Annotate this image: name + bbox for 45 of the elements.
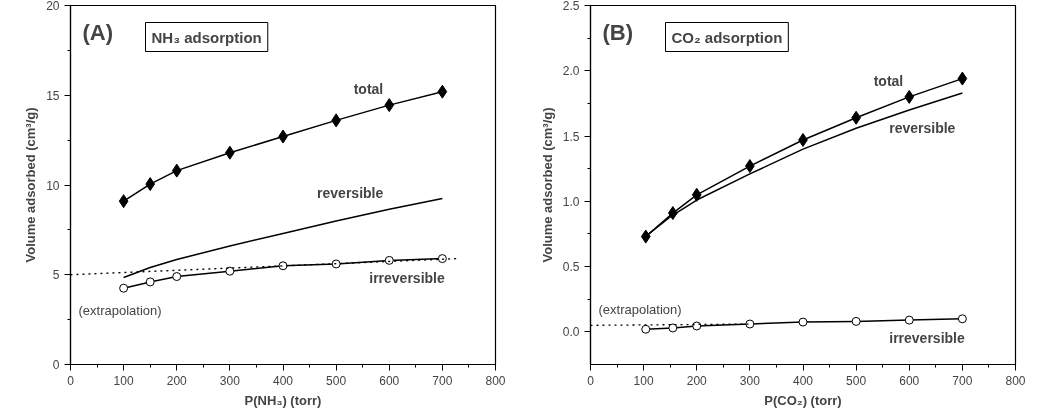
x-tick-label: 400 xyxy=(272,373,294,388)
y-tick-label: 0.5 xyxy=(562,260,580,275)
series-label: total xyxy=(353,81,384,98)
y-axis-title: Volume adsorbed (cm³/g) xyxy=(539,107,555,263)
x-tick-label: 200 xyxy=(686,373,708,388)
y-tick-label: 1.0 xyxy=(562,194,580,209)
x-axis-title: P(NH₃) (torr) xyxy=(244,392,322,408)
y-tick-label: 10 xyxy=(46,178,60,193)
x-tick-label: 400 xyxy=(792,373,814,388)
x-tick-label: 700 xyxy=(952,373,973,388)
x-tick-label: 0 xyxy=(587,373,595,388)
x-tick-label: 600 xyxy=(379,373,400,388)
x-tick-label: 500 xyxy=(326,373,347,388)
y-tick-label: 0.0 xyxy=(562,325,580,340)
series-label: reversible xyxy=(317,185,384,202)
text: (B) xyxy=(602,19,634,45)
x-tick-label: 500 xyxy=(846,373,867,388)
series-label: reversible xyxy=(889,119,956,136)
text: CO₂ adsorption xyxy=(671,28,783,46)
series-label: total xyxy=(873,72,904,89)
x-tick-label: 800 xyxy=(1005,373,1026,388)
text: NH₃ adsorption xyxy=(151,28,262,46)
y-tick-label: 1.5 xyxy=(562,129,580,144)
series-label: irreversible xyxy=(889,330,965,347)
x-tick-label: 300 xyxy=(219,373,241,388)
y-tick-label: 20 xyxy=(46,0,60,13)
y-tick-label: 2.0 xyxy=(562,64,580,79)
x-axis-title: P(CO₂) (torr) xyxy=(764,392,842,408)
x-tick-label: 200 xyxy=(166,373,188,388)
y-axis-title: Volume adsorbed (cm³/g) xyxy=(23,107,39,263)
annotation: (extrapolation) xyxy=(598,302,682,318)
y-tick-label: 15 xyxy=(46,88,60,103)
annotation: (extrapolation) xyxy=(78,302,162,318)
x-tick-label: 700 xyxy=(432,373,453,388)
x-tick-label: 0 xyxy=(67,373,75,388)
x-tick-label: 600 xyxy=(899,373,920,388)
y-tick-label: 2.5 xyxy=(562,0,580,13)
series-label: irreversible xyxy=(369,270,445,287)
x-tick-label: 300 xyxy=(739,373,761,388)
x-tick-label: 100 xyxy=(633,373,654,388)
y-tick-label: 5 xyxy=(52,268,60,283)
y-tick-label: 0 xyxy=(52,358,60,372)
x-tick-label: 800 xyxy=(485,373,506,388)
x-tick-label: 100 xyxy=(113,373,134,388)
text: (A) xyxy=(82,19,114,45)
